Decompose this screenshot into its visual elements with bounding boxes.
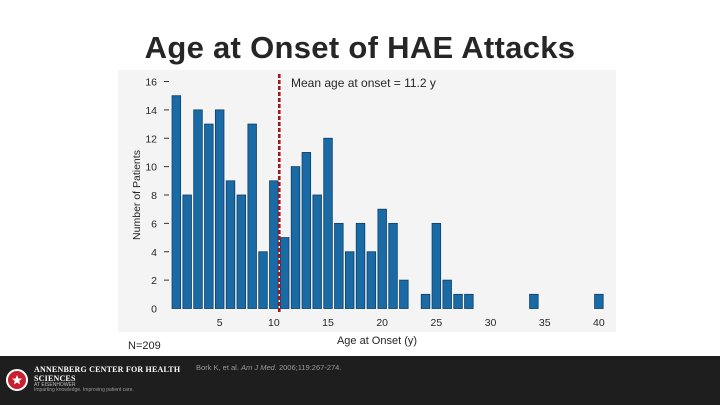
x-axis: 5 10 15 20 25 30 35 40 bbox=[217, 317, 605, 329]
mean-annotation: Mean age at onset = 11.2 y bbox=[291, 76, 436, 90]
bar-age-12 bbox=[290, 166, 301, 309]
bar-age-3 bbox=[193, 109, 203, 309]
bar-age-17 bbox=[344, 251, 355, 309]
bar-age-25 bbox=[431, 222, 442, 309]
x-tick-label-5: 5 bbox=[217, 317, 223, 329]
bar-age-16 bbox=[334, 222, 344, 309]
bar-age-34 bbox=[529, 293, 539, 309]
x-tick-label-20: 20 bbox=[376, 317, 388, 329]
x-tick-label-30: 30 bbox=[485, 317, 497, 329]
citation-authors: Bork K, et al. bbox=[196, 363, 239, 372]
bar-age-1 bbox=[171, 95, 182, 309]
bar-age-21 bbox=[388, 222, 398, 309]
bar-age-40 bbox=[594, 293, 604, 309]
bar-age-8 bbox=[247, 123, 257, 309]
y-tick-label-12: 12 bbox=[145, 133, 157, 145]
bars bbox=[171, 95, 604, 309]
bar-age-15 bbox=[323, 137, 333, 309]
y-tick-label-0: 0 bbox=[151, 304, 157, 316]
logo-subline: AT EISENHOWER bbox=[34, 382, 76, 389]
bar-age-10 bbox=[269, 180, 279, 309]
bar-age-14 bbox=[312, 194, 322, 309]
x-axis-label: Age at Onset (y) bbox=[337, 335, 417, 347]
bar-age-9 bbox=[258, 251, 268, 309]
citation-details: 2006;119:267-274. bbox=[278, 363, 342, 372]
bar-age-26 bbox=[442, 279, 452, 309]
logo-tagline: Imparting knowledge. Improving patient c… bbox=[34, 387, 134, 394]
footer-bar: ANNENBERG CENTER FOR HEALTH SCIENCES AT … bbox=[0, 356, 720, 405]
x-tick-label-25: 25 bbox=[431, 317, 443, 329]
bar-age-7 bbox=[236, 194, 247, 309]
bar-age-5 bbox=[214, 109, 225, 309]
x-tick-label-40: 40 bbox=[593, 317, 605, 329]
bar-age-6 bbox=[225, 180, 236, 309]
logo-name: ANNENBERG CENTER FOR HEALTH SCIENCES bbox=[34, 365, 181, 383]
bar-age-4 bbox=[204, 123, 214, 309]
y-axis: 0 2 4 6 8 10 12 14 16 bbox=[145, 77, 169, 316]
bar-age-24 bbox=[420, 293, 431, 309]
citation: Bork K, et al. Am J Med. 2006;119:267-27… bbox=[196, 363, 341, 372]
y-tick-label-4: 4 bbox=[151, 247, 157, 259]
sample-size-label: N=209 bbox=[128, 340, 161, 352]
citation-journal: Am J Med. bbox=[241, 363, 277, 372]
x-tick-label-35: 35 bbox=[539, 317, 551, 329]
bar-age-20 bbox=[377, 208, 387, 309]
x-tick-label-15: 15 bbox=[322, 317, 334, 329]
bar-age-19 bbox=[366, 251, 377, 309]
y-axis-label: Number of Patients bbox=[131, 150, 143, 240]
y-tick-label-10: 10 bbox=[145, 162, 157, 174]
bar-age-22 bbox=[399, 279, 409, 309]
y-tick-label-8: 8 bbox=[151, 190, 157, 202]
bar-age-11 bbox=[279, 237, 290, 309]
annenberg-logo: ANNENBERG CENTER FOR HEALTH SCIENCES AT … bbox=[4, 359, 186, 401]
y-tick-label-6: 6 bbox=[151, 218, 157, 230]
bar-age-27 bbox=[453, 293, 463, 309]
y-tick-label-14: 14 bbox=[145, 105, 157, 117]
slide-title: Age at Onset of HAE Attacks bbox=[144, 30, 576, 65]
y-tick-label-16: 16 bbox=[145, 77, 157, 89]
bar-age-2 bbox=[182, 194, 192, 309]
star-icon bbox=[6, 369, 28, 391]
y-tick-label-2: 2 bbox=[151, 275, 157, 287]
bar-age-18 bbox=[355, 222, 366, 309]
bar-age-13 bbox=[301, 152, 312, 309]
x-tick-label-10: 10 bbox=[268, 317, 280, 329]
bar-age-28 bbox=[464, 293, 474, 309]
